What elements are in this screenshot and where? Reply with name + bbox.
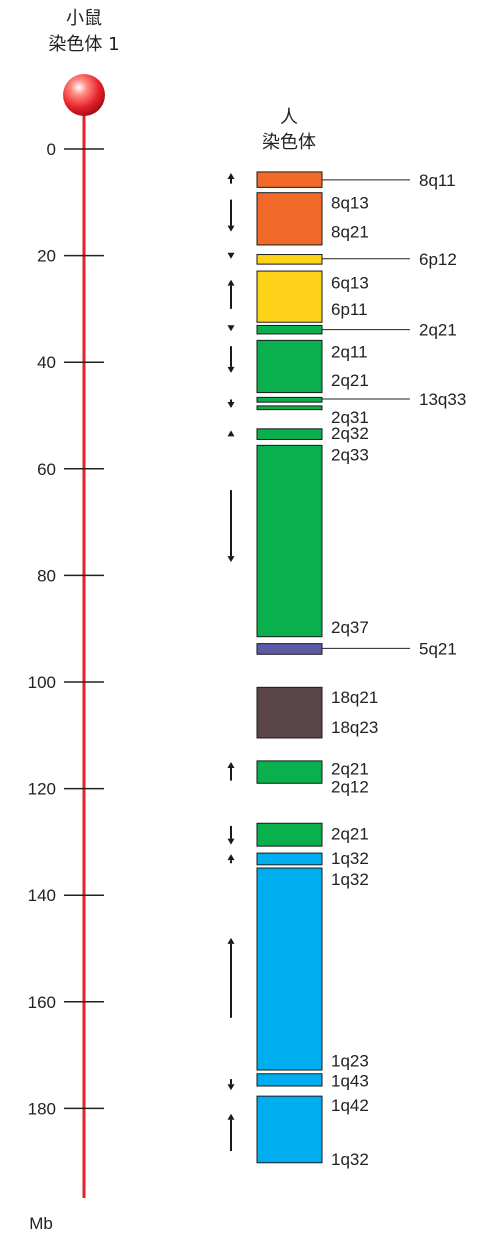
synteny-block [256,822,323,847]
band-label: 1q32 [331,1150,369,1169]
synteny-block [256,760,323,784]
band-label: 2q31 [331,408,369,427]
axis-ticks: 0 20 40 60 80 100 120 140 160 180 [28,140,104,1118]
band-label: 2q21 [419,321,457,340]
synteny-block [256,324,323,335]
band-label: 2q21 [331,371,369,390]
band-label: 2q33 [331,445,369,464]
arrow-head [227,225,235,232]
orientation-arrows [227,172,235,1152]
arrow-up-icon [227,430,235,437]
arrow-head [227,279,235,286]
band-label: 6p12 [419,250,457,269]
axis-tick-label: 0 [47,140,56,159]
synteny-block [256,852,323,866]
arrow-down-icon [227,490,235,563]
axis-unit-label: Mb [29,1214,53,1233]
arrow-up-icon [227,937,235,1018]
axis-tick-label: 120 [28,780,56,799]
arrow-head [227,430,235,437]
band-label: 2q32 [331,424,369,443]
band-label: 5q21 [419,639,457,658]
band-labels: 8q11 8q13 8q21 6p12 6q13 6p11 2q21 2q11 2q21 13q3… [322,171,466,1169]
arrow-head [227,1084,235,1091]
axis-tick-label: 140 [28,886,56,905]
band-label: 1q23 [331,1051,369,1070]
arrow-head [227,761,235,768]
arrow-head [227,556,235,563]
arrow-up-icon [227,1113,235,1152]
synteny-block [256,428,323,440]
synteny-block [256,686,323,739]
synteny-block [256,444,323,638]
arrow-down-icon [227,325,235,332]
axis-tick-label: 40 [37,353,56,372]
arrow-head [227,937,235,944]
arrow-up-icon [227,761,235,781]
axis-tick-label: 60 [37,460,56,479]
band-label: 8q21 [331,223,369,242]
synteny-block [256,254,323,265]
band-label: 2q11 [331,343,368,362]
synteny-block [256,192,323,246]
band-label: 1q43 [331,1072,369,1091]
human-synteny-blocks [256,171,323,1164]
band-label: 2q21 [331,824,369,843]
arrow-head [227,838,235,845]
synteny-block [256,1073,323,1087]
arrow-up-icon [227,854,235,864]
band-label: 8q13 [331,193,369,212]
arrow-up-icon [227,172,235,184]
arrow-head [227,402,235,409]
synteny-block [256,171,323,188]
axis-tick-label: 180 [28,1099,56,1118]
synteny-block [256,867,323,1071]
band-label: 13q33 [419,390,466,409]
band-label: 1q32 [331,870,369,889]
arrow-up-icon [227,279,235,309]
arrow-down-icon [227,199,235,232]
band-label: 18q23 [331,718,378,737]
centromere [63,74,105,116]
arrow-down-icon [227,346,235,373]
synteny-block [256,405,323,411]
synteny-block [256,339,323,394]
axis-tick-label: 80 [37,566,56,585]
human-chromosome-title: 人 [280,107,298,128]
band-label: 2q21 [331,759,369,778]
mouse-chromosome-title-line2: 染色体 1 [48,34,119,55]
synteny-block [256,270,323,323]
arrow-down-icon [227,399,235,409]
band-label: 1q42 [331,1096,369,1115]
arrow-head [227,252,235,259]
arrow-down-icon [227,252,235,259]
axis-tick-label: 160 [28,993,56,1012]
arrow-head [227,854,235,861]
arrow-head [227,172,235,179]
band-label: 8q11 [419,171,456,190]
arrow-head [227,366,235,373]
band-label: 18q21 [331,688,378,707]
arrow-head [227,325,235,332]
synteny-block [256,643,323,655]
band-label: 6p11 [331,300,368,319]
synteny-block [256,396,323,403]
arrow-head [227,1113,235,1120]
band-label: 2q12 [331,777,369,796]
axis-tick-label: 20 [37,247,56,266]
axis-tick-label: 100 [28,673,56,692]
human-chromosome-title-line2: 染色体 [262,132,316,153]
band-label: 6q13 [331,273,369,292]
mouse-chromosome-title: 小鼠 [66,8,102,29]
synteny-block [256,1095,323,1164]
arrow-down-icon [227,825,235,845]
band-label: 1q32 [331,849,369,868]
arrow-down-icon [227,1079,235,1091]
band-label: 2q37 [331,618,369,637]
